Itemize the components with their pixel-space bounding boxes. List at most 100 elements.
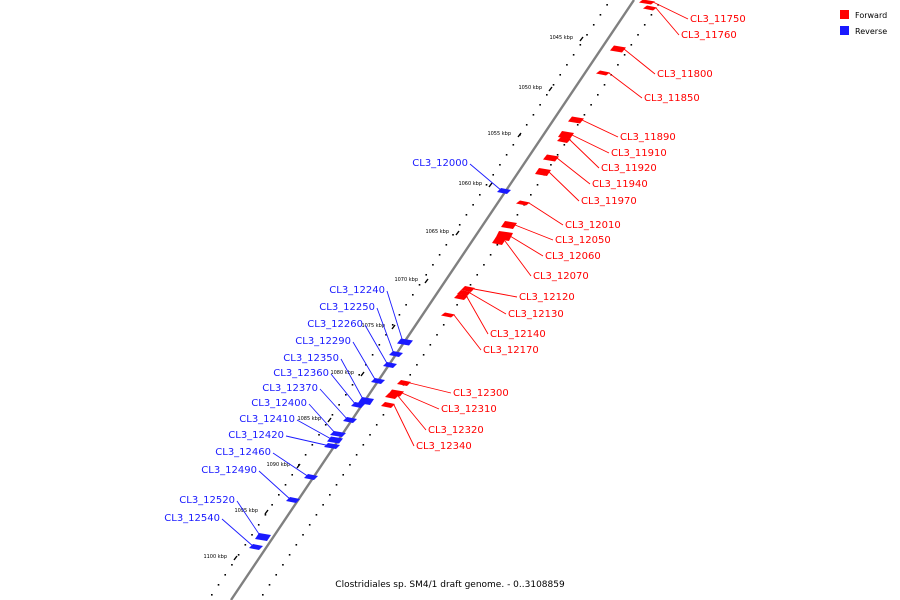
kbp-tick: 1065 kbp xyxy=(425,229,460,236)
track-dot xyxy=(485,184,488,186)
kbp-tick-label: 1080 kbp xyxy=(330,370,354,376)
reverse-gene-label: CL3_12540 xyxy=(164,513,220,524)
track-dot xyxy=(579,44,582,46)
kbp-tick-label: 1070 kbp xyxy=(394,277,418,283)
track-dot xyxy=(546,94,548,96)
track-dot xyxy=(262,594,264,596)
track-dot xyxy=(244,544,247,546)
kbp-tick-label: 1095 kbp xyxy=(234,508,258,514)
track-dot xyxy=(472,204,474,206)
track-dot xyxy=(617,64,619,66)
track-dot xyxy=(391,324,394,326)
track-dot xyxy=(476,274,479,276)
reverse-gene-label: CL3_12520 xyxy=(179,495,235,506)
track-dot xyxy=(483,264,485,266)
legend-reverse-swatch xyxy=(840,26,849,35)
track-dot xyxy=(576,124,579,126)
forward-gene-label: CL3_12310 xyxy=(441,404,497,415)
forward-gene: CL3_12320 xyxy=(385,393,484,436)
track-dot xyxy=(603,84,606,86)
track-dot xyxy=(369,434,371,436)
reverse-gene: CL3_12250 xyxy=(319,302,403,357)
track-dot xyxy=(516,214,519,216)
forward-gene: CL3_12010 xyxy=(516,200,621,231)
track-dot xyxy=(237,554,240,556)
reverse-gene-label: CL3_12250 xyxy=(319,302,375,313)
kbp-tick: 1085 kbp xyxy=(297,416,332,423)
track-dot xyxy=(365,364,367,366)
track-dot xyxy=(623,54,626,56)
legend-reverse-label: Reverse xyxy=(855,27,887,36)
reverse-gene: CL3_12410 xyxy=(239,414,343,444)
forward-gene-label: CL3_11750 xyxy=(690,14,746,25)
track-dot xyxy=(643,24,646,26)
track-dot xyxy=(532,114,535,116)
track-dot xyxy=(630,44,633,46)
track-dot xyxy=(275,574,278,576)
forward-gene: CL3_11800 xyxy=(610,45,713,80)
reverse-gene-label: CL3_12360 xyxy=(273,368,329,379)
track-dot xyxy=(583,114,586,116)
track-dot xyxy=(458,224,461,226)
track-dot xyxy=(552,84,555,86)
forward-gene-label: CL3_12130 xyxy=(508,309,564,320)
track-dot xyxy=(382,414,385,416)
legend-forward-swatch xyxy=(840,10,849,19)
kbp-tick: 1070 kbp xyxy=(394,277,429,284)
track-dot xyxy=(322,504,324,506)
forward-gene-label: CL3_12320 xyxy=(428,425,484,436)
kbp-tick: 1100 kbp xyxy=(203,554,238,561)
track-dot xyxy=(505,154,508,156)
track-dot xyxy=(398,314,401,316)
track-dot xyxy=(331,414,334,416)
kbp-tick-label: 1060 kbp xyxy=(458,181,482,187)
forward-gene-label: CL3_12010 xyxy=(565,220,621,231)
track-dot xyxy=(288,554,291,556)
track-dot xyxy=(318,434,320,436)
track-dot xyxy=(355,454,358,456)
track-dot xyxy=(559,74,562,76)
forward-gene: CL3_12120 xyxy=(461,286,575,303)
track-dot xyxy=(650,14,653,16)
track-dot xyxy=(469,284,472,286)
track-dot xyxy=(217,584,220,586)
reverse-gene: CL3_12400 xyxy=(251,398,346,437)
track-dot xyxy=(271,504,273,506)
track-dot xyxy=(311,444,314,446)
track-dot xyxy=(264,514,267,516)
track-dot xyxy=(442,324,445,326)
reverse-gene-label: CL3_12410 xyxy=(239,414,295,425)
reverse-gene: CL3_12260 xyxy=(307,319,397,368)
kbp-tick-label: 1075 kbp xyxy=(361,323,385,329)
track-dot xyxy=(295,544,298,546)
kbp-tick-label: 1090 kbp xyxy=(266,462,290,468)
forward-gene-features: CL3_11750 CL3_11760 CL3_11800 CL3_11850 CL3_… xyxy=(381,0,746,452)
track-dot xyxy=(231,564,233,566)
kbp-tick-label: 1045 kbp xyxy=(549,35,573,41)
track-dot xyxy=(291,474,294,476)
track-dot xyxy=(324,424,327,426)
track-dot xyxy=(597,94,599,96)
reverse-gene: CL3_12460 xyxy=(215,447,318,480)
track-dot xyxy=(512,144,515,146)
track-dot xyxy=(416,364,418,366)
kbp-tick: 1080 kbp xyxy=(330,370,365,377)
track-dot xyxy=(211,594,213,596)
legend: Forward Reverse xyxy=(840,10,887,36)
forward-gene-label: CL3_12060 xyxy=(545,251,601,262)
forward-gene-label: CL3_12340 xyxy=(416,441,472,452)
forward-gene-label: CL3_12050 xyxy=(555,235,611,246)
track-dot xyxy=(375,424,378,426)
kbp-tick: 1060 kbp xyxy=(458,181,493,188)
kbp-tick-label: 1085 kbp xyxy=(297,416,321,422)
forward-gene: CL3_11760 xyxy=(643,5,737,41)
track-dot xyxy=(378,344,381,346)
track-dot xyxy=(251,534,253,536)
reverse-gene-label: CL3_12260 xyxy=(307,319,363,330)
forward-gene: CL3_12140 xyxy=(454,294,546,340)
track-dot xyxy=(351,384,354,386)
track-dot xyxy=(342,474,345,476)
track-dot xyxy=(304,454,307,456)
reverse-gene-label: CL3_12490 xyxy=(201,465,257,476)
kbp-tick: 1045 kbp xyxy=(549,35,584,42)
